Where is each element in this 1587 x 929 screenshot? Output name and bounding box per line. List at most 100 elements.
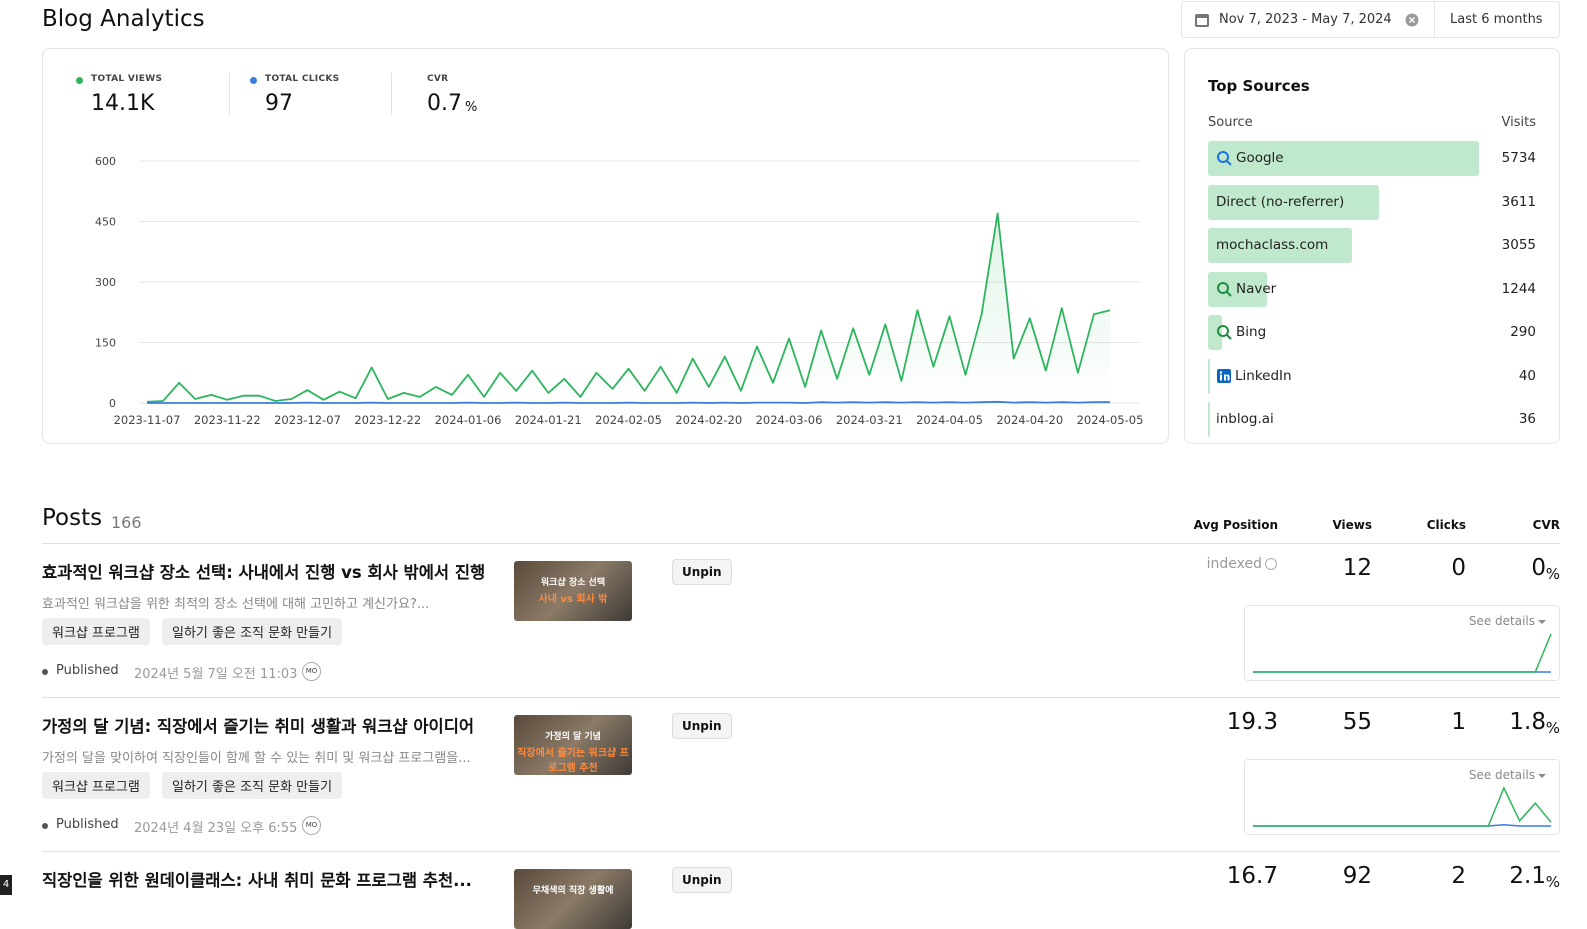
- icon-part: [1220, 374, 1222, 380]
- unpin-button[interactable]: Unpin: [672, 559, 732, 585]
- column-header: CVR: [1532, 518, 1560, 532]
- y-tick-label: 0: [109, 397, 116, 410]
- cvr-unit: %: [1545, 719, 1560, 737]
- tag[interactable]: 일하기 좋은 조직 문화 만들기: [162, 772, 343, 799]
- y-tick-label: 150: [95, 337, 116, 350]
- tag[interactable]: 워크샵 프로그램: [42, 618, 150, 645]
- stat-unit: %: [465, 100, 478, 115]
- x-tick-label: 2023-12-22: [354, 413, 421, 427]
- status-dot: [42, 669, 48, 675]
- thumbnail-text: 워크샵 장소 선택: [540, 578, 606, 588]
- x-tick-label: 2024-04-05: [916, 413, 983, 427]
- stat-label: TOTAL CLICKS: [265, 74, 340, 84]
- source-visits: 36: [1518, 411, 1536, 427]
- line-chart: 0 150 300 450 600 2023-11-07 2023-11-22 2023-12…: [95, 155, 1143, 427]
- source-name: Google: [1236, 150, 1284, 166]
- status: Published: [56, 817, 119, 832]
- x-tick-label: 2024-01-21: [515, 413, 582, 427]
- post-title[interactable]: 효과적인 워크샵 장소 선택: 사내에서 진행 vs 회사 밖에서 진행: [42, 563, 486, 582]
- thumbnail-text: 사내 vs 회사 밖: [538, 594, 608, 605]
- preset[interactable]: Last 6 months: [1450, 12, 1543, 27]
- tag[interactable]: 일하기 좋은 조직 문화 만들기: [162, 618, 343, 645]
- help-icon: [1265, 558, 1277, 570]
- sparkline-views: [1253, 633, 1552, 673]
- icon-part: [1224, 373, 1230, 380]
- source-visits: 3055: [1501, 237, 1536, 253]
- posts-count: 166: [111, 513, 142, 532]
- y-tick-label: 600: [95, 155, 116, 168]
- avg-position: 16.7: [1226, 863, 1278, 889]
- search-icon: [1217, 151, 1232, 166]
- x-tick-label: 2024-02-05: [595, 413, 662, 427]
- icon-part: [1217, 281, 1229, 294]
- cvr-unit: %: [1545, 873, 1560, 891]
- x-tick-label: 2024-01-06: [435, 413, 502, 427]
- icon-part: [1225, 333, 1232, 340]
- unpin-button[interactable]: Unpin: [672, 867, 732, 893]
- stat-value: 14.1K: [91, 91, 155, 116]
- x-tick-label: 2024-03-06: [756, 413, 823, 427]
- author-avatar: MO: [302, 662, 321, 681]
- thumbnail-text: 가정의 달 기념: [545, 732, 601, 742]
- source-name: inblog.ai: [1216, 411, 1274, 427]
- sparkline-card: See details: [1244, 605, 1560, 681]
- x-tick-label: 2024-03-21: [836, 413, 903, 427]
- source-bar: [1208, 358, 1210, 394]
- caret: [1538, 774, 1546, 782]
- post-excerpt: 효과적인 워크샵을 위한 최적의 장소 선택에 대해 고민하고 계신가요?...: [42, 597, 430, 612]
- source-bar: [1208, 228, 1353, 263]
- clear-icon[interactable]: [1404, 12, 1420, 28]
- avg-position: indexed: [1206, 556, 1262, 572]
- column-header: Clicks: [1426, 518, 1466, 532]
- page-title: Blog Analytics: [42, 6, 205, 32]
- source-bar: [1208, 184, 1379, 220]
- author-avatar: MO: [302, 816, 321, 835]
- see-details[interactable]: See details: [1468, 768, 1535, 782]
- divider: [229, 73, 230, 115]
- divider: [42, 851, 1560, 852]
- column-header: Source: [1208, 115, 1253, 130]
- stat-value: 0.7: [427, 91, 462, 116]
- post-date: 2024년 5월 7일 오전 11:03: [134, 667, 298, 682]
- icon-part: [1217, 325, 1229, 337]
- x-tick-label: 2023-11-07: [114, 413, 181, 427]
- sparkline-views: [1253, 786, 1552, 827]
- date-filter[interactable]: Nov 7, 2023 - May 7, 2024 Last 6 months: [1181, 1, 1560, 38]
- unpin-button[interactable]: Unpin: [672, 713, 732, 739]
- icon-part: [1217, 151, 1229, 163]
- source-bar: [1208, 315, 1222, 350]
- tag[interactable]: 워크샵 프로그램: [42, 772, 150, 799]
- date-range[interactable]: Nov 7, 2023 - May 7, 2024: [1219, 12, 1392, 27]
- chart-panel: 0 150 300 450 600 2023-11-07 2023-11-22 2023-12…: [42, 48, 1169, 444]
- sparkline-card: See details: [1244, 759, 1560, 835]
- cvr: 2.1: [1509, 863, 1546, 889]
- post-title[interactable]: 직장인을 위한 원데이클래스: 사내 취미 문화 프로그램 추천...: [42, 871, 472, 890]
- sparkline: [1253, 633, 1552, 673]
- sparkline: [1253, 786, 1552, 827]
- icon-part: [1225, 159, 1232, 166]
- post-title[interactable]: 가정의 달 기념: 직장에서 즐기는 취미 생활과 워크샵 아이디어: [42, 717, 475, 736]
- legend-dot: [76, 77, 83, 84]
- divider: [391, 73, 392, 115]
- source-name: mochaclass.com: [1216, 237, 1329, 253]
- caret: [1538, 620, 1546, 628]
- avg-position: 19.3: [1226, 709, 1278, 735]
- views: 92: [1342, 863, 1372, 889]
- calendar-icon: [1195, 14, 1209, 27]
- search-icon: [1217, 325, 1232, 340]
- stat-label: CVR: [427, 74, 449, 84]
- corner-badge: 4: [0, 875, 12, 895]
- thumbnail-text: 직장에서 즐기는 워크샵 프로그램 추천: [517, 748, 629, 774]
- source-bar: [1208, 402, 1210, 437]
- source-visits: 290: [1510, 324, 1536, 340]
- source-visits: 40: [1518, 367, 1536, 384]
- series-line: [147, 400, 1110, 404]
- source-visits: 5734: [1501, 150, 1536, 166]
- y-tick-label: 450: [95, 216, 116, 229]
- thumbnail-text: 무채색의 직장 생활에: [532, 886, 614, 896]
- source-visits: 3611: [1501, 193, 1536, 210]
- see-details[interactable]: See details: [1468, 614, 1535, 628]
